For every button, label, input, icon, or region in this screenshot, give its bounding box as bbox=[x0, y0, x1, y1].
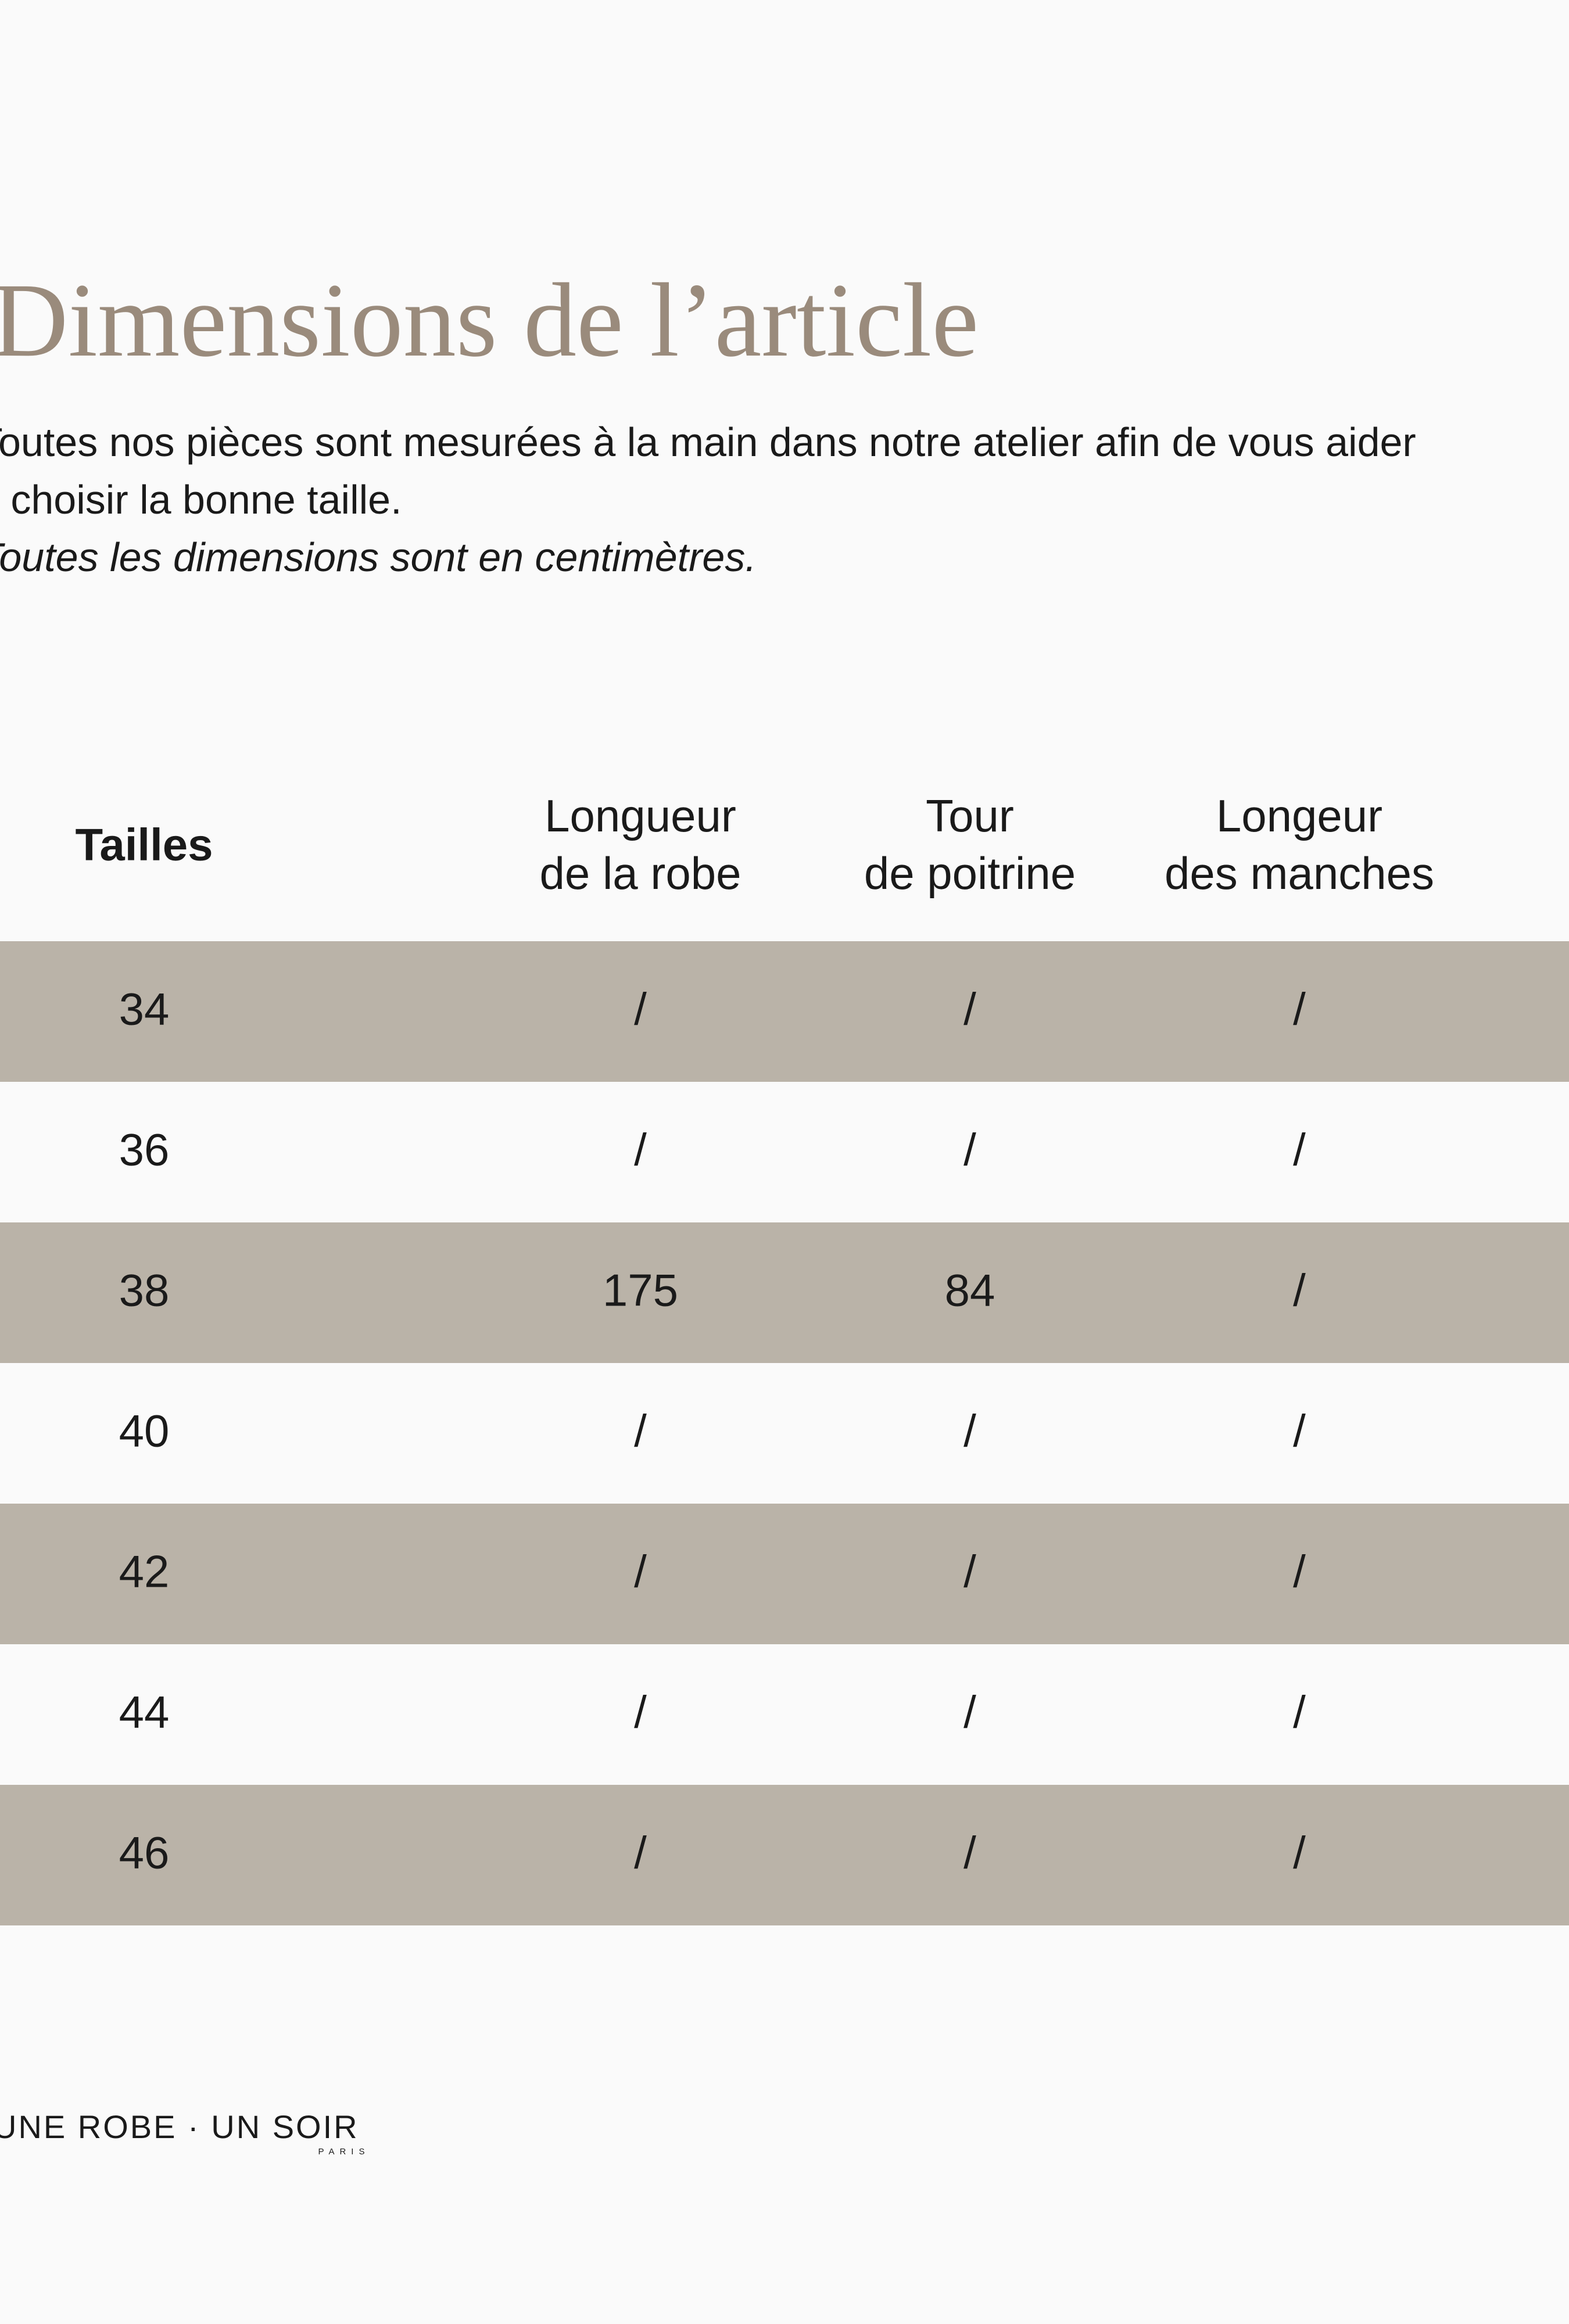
intro-note: Toutes les dimensions sont en centimètre… bbox=[0, 535, 757, 580]
row-band bbox=[0, 1222, 1569, 1363]
table-cell: 44 bbox=[119, 1687, 170, 1738]
brand-logo: UNE ROBE · UN SOIR bbox=[0, 2108, 359, 2145]
table-cell: / bbox=[1293, 1827, 1306, 1878]
table-cell: 46 bbox=[119, 1827, 170, 1878]
table-cell: 175 bbox=[603, 1265, 678, 1316]
table-cell: / bbox=[1293, 1265, 1306, 1316]
row-band bbox=[0, 941, 1569, 1082]
table-cell: / bbox=[1293, 1687, 1306, 1738]
table-cell: / bbox=[634, 1124, 647, 1175]
table-cell: / bbox=[1293, 1546, 1306, 1597]
table-cell: / bbox=[634, 1687, 647, 1738]
table-cell: 40 bbox=[119, 1405, 170, 1457]
table-cell: 84 bbox=[945, 1265, 995, 1316]
table-cell: / bbox=[1293, 1124, 1306, 1175]
table-cell: / bbox=[963, 984, 976, 1035]
column-header: Longueur bbox=[545, 790, 736, 841]
table-cell: / bbox=[963, 1827, 976, 1878]
table-cell: / bbox=[963, 1687, 976, 1738]
table-cell: 36 bbox=[119, 1124, 170, 1175]
table-cell: / bbox=[634, 1827, 647, 1878]
table-cell: 38 bbox=[119, 1265, 170, 1316]
table-cell: / bbox=[1293, 984, 1306, 1035]
row-band bbox=[0, 1785, 1569, 1925]
column-header: Longeur bbox=[1216, 790, 1382, 841]
table-cell: / bbox=[963, 1546, 976, 1597]
column-header: de poitrine bbox=[864, 848, 1076, 899]
table-cell: 34 bbox=[119, 984, 170, 1035]
intro-line: Toutes nos pièces sont mesurées à la mai… bbox=[0, 419, 1416, 465]
table-cell: 42 bbox=[119, 1546, 170, 1597]
table-cell: / bbox=[963, 1124, 976, 1175]
column-header: des manches bbox=[1165, 848, 1434, 899]
table-cell: / bbox=[963, 1405, 976, 1457]
column-header: Tailles bbox=[75, 819, 213, 870]
row-band bbox=[0, 1504, 1569, 1644]
table-cell: / bbox=[634, 984, 647, 1035]
table-cell: / bbox=[634, 1546, 647, 1597]
table-cell: / bbox=[634, 1405, 647, 1457]
column-header: Tour bbox=[926, 790, 1014, 841]
intro-line: à choisir la bonne taille. bbox=[0, 477, 402, 522]
brand-sub: PARIS bbox=[318, 2147, 370, 2157]
column-header: de la robe bbox=[540, 848, 741, 899]
title: Dimensions de l’article bbox=[0, 262, 979, 379]
size-table: Tailles Longueur de la robe Tour de poitrine… bbox=[0, 790, 1569, 1925]
table-cell: / bbox=[1293, 1405, 1306, 1457]
